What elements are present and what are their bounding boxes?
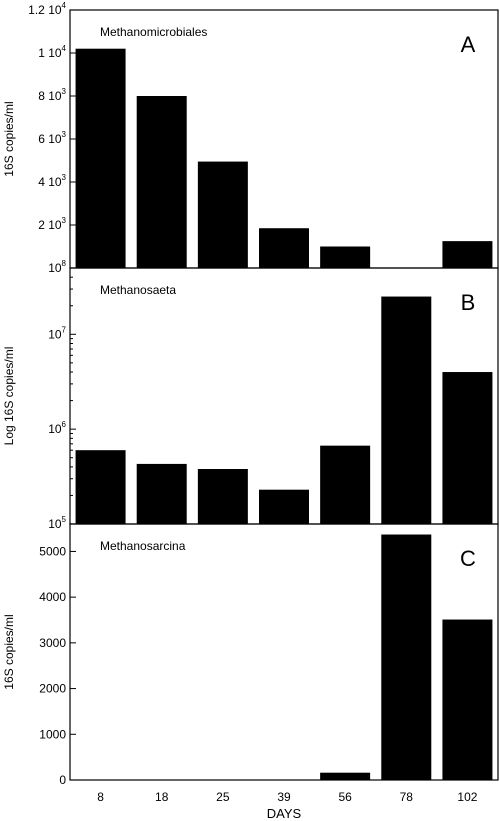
panel-a-bar-day-25 (197, 161, 248, 268)
panel-c-series-name: Methanosarcina (100, 539, 186, 553)
panel-c-ytick-label: 0 (59, 773, 66, 787)
panel-a-y-axis-label: 16S copies/ml (2, 101, 16, 176)
panel-a-bar-day-56 (320, 246, 371, 268)
panels-group: 108 2 103 4 103 6 103 8 103 1 104 1.2 104 Metha… (2, 1, 499, 787)
panel-b-ytick-label: 105 (48, 515, 66, 531)
x-tick-label-day-39: 39 (277, 790, 291, 804)
panel-c-frame (69, 523, 499, 781)
panel-b-bar-day-8 (75, 450, 126, 524)
panel-a-bar-day-8 (75, 48, 126, 269)
panel-c-ytick-label: 4000 (39, 590, 66, 604)
panel-a-ytick-label: 8 103 (38, 87, 66, 103)
panel-c-ytick-label: 5000 (39, 544, 66, 558)
panel-b-y-axis-label: Log 16S copies/ml (2, 347, 16, 446)
panel-b-bar-day-18 (136, 463, 187, 524)
x-axis-label: DAYS (267, 806, 302, 821)
panel-c-ytick-label: 2000 (39, 682, 66, 696)
panel-b-bar-day-56 (320, 445, 371, 524)
panel-a-ytick-label: 4 103 (38, 173, 66, 189)
panel-c-ytick-label: 1000 (39, 727, 66, 741)
panel-a-ytick-label: 6 103 (38, 130, 66, 146)
panel-a-ytick-label: 108 (48, 259, 66, 275)
panel-b-bar-day-25 (197, 469, 248, 524)
panel-a-letter: A (461, 32, 476, 57)
x-tick-label-day-56: 56 (338, 790, 352, 804)
panel-b-bar-day-78 (381, 296, 432, 524)
x-tick-label-day-25: 25 (216, 790, 230, 804)
panel-a-series-name: Methanomicrobiales (100, 25, 207, 39)
panel-b-series-name: Methanosaeta (100, 283, 176, 297)
panel-c-ytick-label: 3000 (39, 636, 66, 650)
panel-a-bar-day-39 (259, 228, 309, 268)
x-tick-label-day-8: 8 (97, 790, 104, 804)
panel-b-ytick-label: 107 (48, 325, 66, 341)
panel-c-bar-day-56 (320, 772, 371, 780)
x-tick-label-day-18: 18 (155, 790, 169, 804)
panel-a-ytick-label: 2 103 (38, 216, 66, 232)
panel-a-bar-day-18 (136, 96, 187, 268)
panel-b-bar-day-39 (259, 489, 309, 524)
panel-a-bar-day-102 (442, 241, 493, 269)
panel-b-frame (69, 267, 499, 525)
panel-b-bar-day-102 (442, 372, 493, 524)
x-tick-label-day-78: 78 (400, 790, 414, 804)
panel-c-letter: C (460, 546, 476, 571)
panel-a-ytick-label: 1.2 104 (28, 1, 66, 17)
panel-b-letter: B (461, 290, 476, 315)
panel-a: 108 2 103 4 103 6 103 8 103 1 104 1.2 104 Metha… (2, 1, 499, 275)
panel-c-bar-day-102 (442, 619, 493, 780)
panel-b-ytick-label: 106 (48, 420, 66, 436)
panel-b: 105 106 107 Methanosaeta B Log 16S copies/ml (2, 267, 499, 531)
panel-c: 0 1000 2000 3000 4000 5000 Methanosarcina C 16S … (2, 523, 499, 787)
panel-c-bar-day-78 (381, 534, 432, 780)
shared-x-axis: 8 18 25 39 56 78 102 (97, 790, 478, 804)
x-tick-label-day-102: 102 (457, 790, 477, 804)
panel-c-y-axis-label: 16S copies/ml (2, 614, 16, 689)
panel-a-ytick-label: 1 104 (38, 44, 66, 60)
